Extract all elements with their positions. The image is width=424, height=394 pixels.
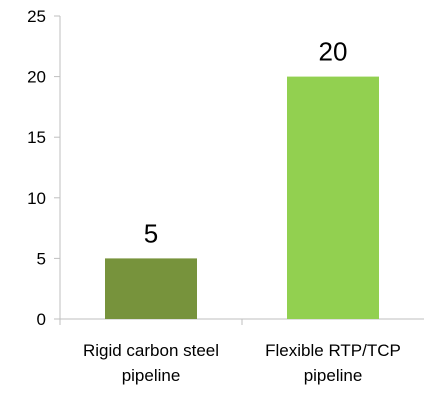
- y-axis-ticks: 0 5 10 15 20 25: [27, 7, 60, 329]
- x-category-label: Rigid carbon steel: [83, 341, 219, 360]
- x-category-label: Flexible RTP/TCP: [265, 341, 401, 360]
- x-category-label: pipeline: [122, 366, 181, 385]
- y-tick-label: 0: [37, 310, 46, 329]
- bar-value-label: 5: [144, 218, 158, 248]
- x-axis-ticks: [59, 319, 243, 325]
- bar: [105, 258, 197, 319]
- bars-group: [105, 76, 379, 319]
- x-axis-labels: Rigid carbon steel pipeline Flexible RTP/T…: [83, 341, 401, 385]
- x-category-label: pipeline: [304, 366, 363, 385]
- y-tick-label: 5: [37, 249, 46, 268]
- y-tick-label: 20: [27, 68, 46, 87]
- bar-value-label: 20: [319, 37, 348, 67]
- y-tick-label: 10: [27, 189, 46, 208]
- bar: [287, 76, 379, 319]
- y-tick-label: 25: [27, 7, 46, 26]
- y-tick-label: 15: [27, 128, 46, 147]
- data-labels-group: 5 20: [144, 37, 348, 249]
